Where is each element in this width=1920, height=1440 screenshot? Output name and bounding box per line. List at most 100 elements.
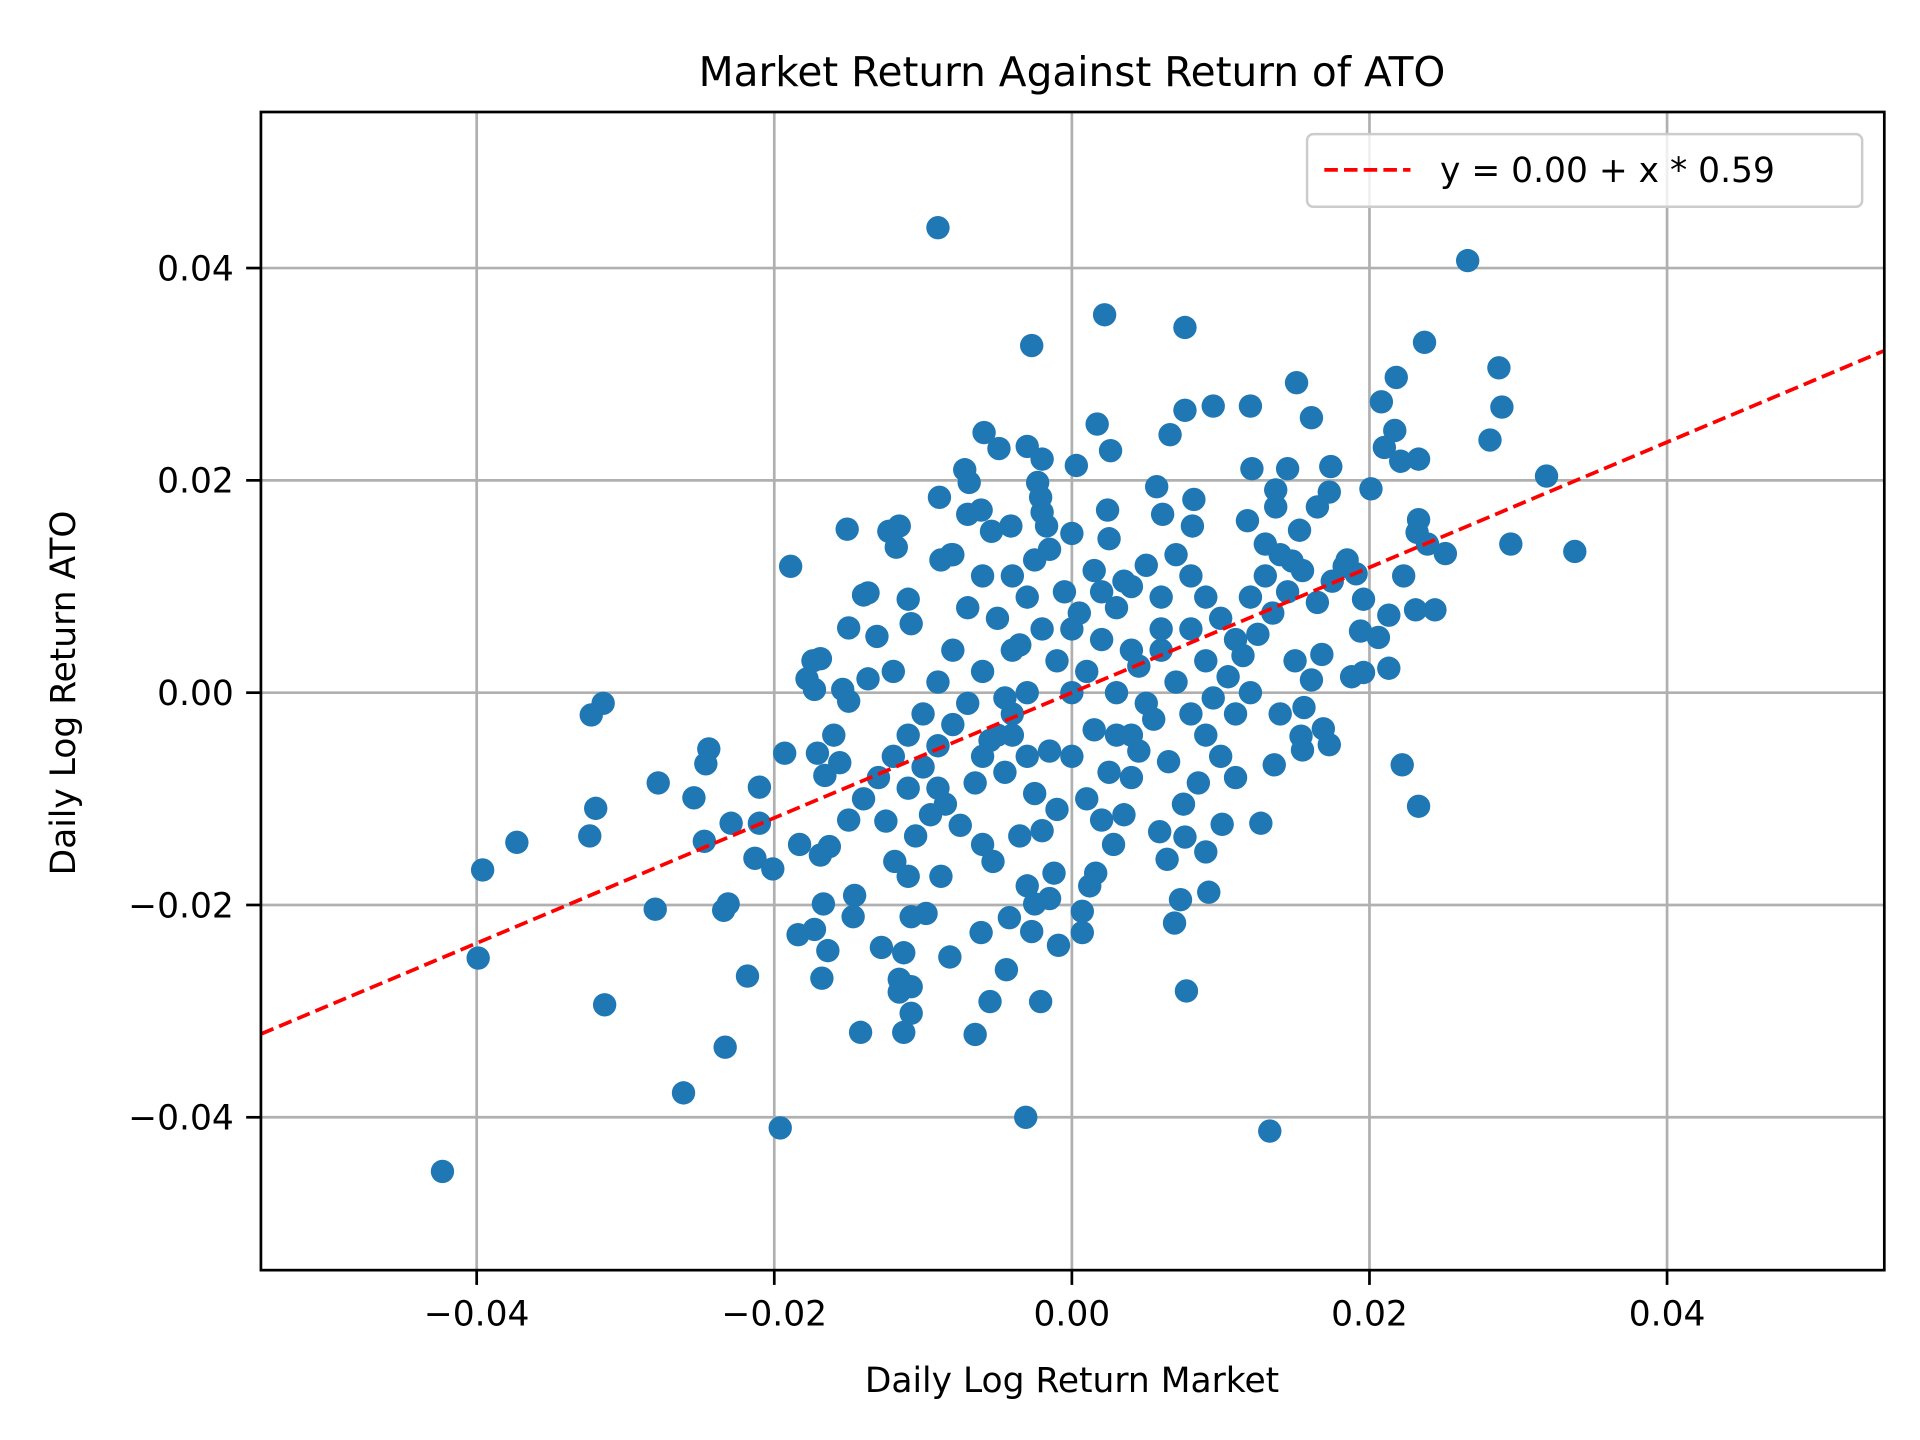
scatter-point [1150, 502, 1175, 527]
scatter-point [941, 712, 965, 737]
scatter-point [1179, 564, 1203, 588]
regression-line [260, 348, 1886, 1036]
scatter-point [1490, 395, 1514, 419]
scatter-point [1030, 500, 1054, 524]
scatter-point [646, 771, 670, 795]
scatter-point [896, 587, 920, 611]
scatter-point [987, 436, 1011, 461]
scatter-point [1384, 365, 1408, 390]
x-tick-label: 0.04 [1629, 1295, 1706, 1335]
scatter-point [1223, 702, 1248, 726]
scatter-point [805, 741, 830, 765]
scatter-point [926, 776, 950, 800]
scatter-point [778, 554, 803, 579]
scatter-point [957, 470, 981, 495]
scatter-point [927, 485, 952, 510]
scatter-point [1240, 456, 1264, 481]
scatter-point [941, 542, 965, 567]
scatter-point [1097, 760, 1121, 784]
scatter-point [1223, 765, 1248, 790]
scatter-point [430, 1159, 455, 1184]
plot-area [260, 216, 1886, 1184]
scatter-point [578, 824, 602, 848]
scatter-point [1095, 498, 1120, 522]
legend: y = 0.00 + x * 0.59 [1305, 132, 1864, 209]
scatter-point [1534, 464, 1559, 488]
scatter-point [896, 723, 920, 747]
scatter-point [1290, 558, 1315, 583]
scatter-point [887, 514, 911, 538]
scatter-point [1194, 585, 1218, 609]
scatter-point [1194, 723, 1218, 747]
scatter-point [1406, 447, 1431, 471]
scatter-point [1194, 649, 1218, 673]
scatter-point [1258, 1119, 1282, 1143]
scatter-point [1372, 435, 1397, 460]
scatter-point [711, 898, 736, 922]
scatter-point [1037, 739, 1062, 763]
scatter-point [1208, 744, 1233, 769]
scatter-point [1168, 887, 1193, 912]
scatter-point [772, 741, 797, 765]
y-axis-label: Daily Log Return ATO [44, 510, 84, 875]
scatter-point [969, 920, 993, 945]
scatter-point [1112, 569, 1136, 593]
scatter-point [1423, 598, 1447, 622]
scatter-point [926, 670, 950, 694]
scatter-point [881, 744, 906, 769]
scatter-point [1433, 541, 1458, 566]
scatter-point [956, 596, 980, 620]
scatter-point [1092, 303, 1117, 327]
scatter-point [1156, 749, 1181, 774]
x-tick-label: 0.00 [1034, 1295, 1111, 1335]
scatter-point [1089, 627, 1114, 652]
scatter-point [713, 1035, 737, 1059]
scatter-point [993, 686, 1017, 710]
scatter-point [903, 824, 928, 848]
scatter-point [1210, 812, 1234, 836]
y-tick-label: 0.04 [157, 249, 234, 289]
scatter-point [918, 803, 943, 827]
scatter-point [1042, 861, 1066, 885]
scatter-point [896, 864, 920, 889]
scatter-point [911, 702, 935, 726]
scatter-point [1231, 643, 1255, 668]
scatter-point [985, 606, 1010, 631]
scatter-point [1179, 617, 1203, 641]
scatter-point [865, 624, 889, 649]
scatter-point [1275, 456, 1300, 481]
scatter-point [1238, 585, 1263, 609]
scatter-point [969, 498, 993, 522]
scatter-point [1182, 487, 1206, 512]
scatter-point [1022, 548, 1047, 572]
scatter-point [1246, 622, 1270, 646]
scatter-point [1020, 919, 1044, 944]
scatter-point [1238, 394, 1263, 418]
scatter-point [887, 980, 911, 1004]
scatter-point [1000, 723, 1025, 747]
scatter-point [1268, 702, 1292, 726]
scatter-point [899, 611, 923, 636]
scatter-point [1348, 619, 1373, 643]
scatter-point [1194, 840, 1218, 864]
scatter-point [1283, 649, 1307, 673]
scatter-point [1292, 695, 1316, 720]
scatter-point [874, 809, 898, 833]
scatter-point [842, 883, 867, 908]
scatter-point [1020, 333, 1044, 358]
scatter-point [1377, 656, 1401, 680]
scatter-point [1299, 406, 1324, 430]
scatter-point [970, 564, 995, 588]
scatter-point [822, 723, 846, 747]
scatter-point [735, 964, 760, 988]
scatter-point [1249, 811, 1273, 835]
scatter-point [1284, 371, 1309, 395]
scatter-point [719, 811, 743, 835]
scatter-point [883, 849, 907, 874]
scatter-point [692, 829, 717, 853]
scatter-point [1015, 874, 1039, 898]
scatter-point [1253, 564, 1278, 588]
scatter-point [899, 904, 923, 929]
scatter-point [1147, 820, 1172, 844]
scatter-point [892, 941, 916, 965]
